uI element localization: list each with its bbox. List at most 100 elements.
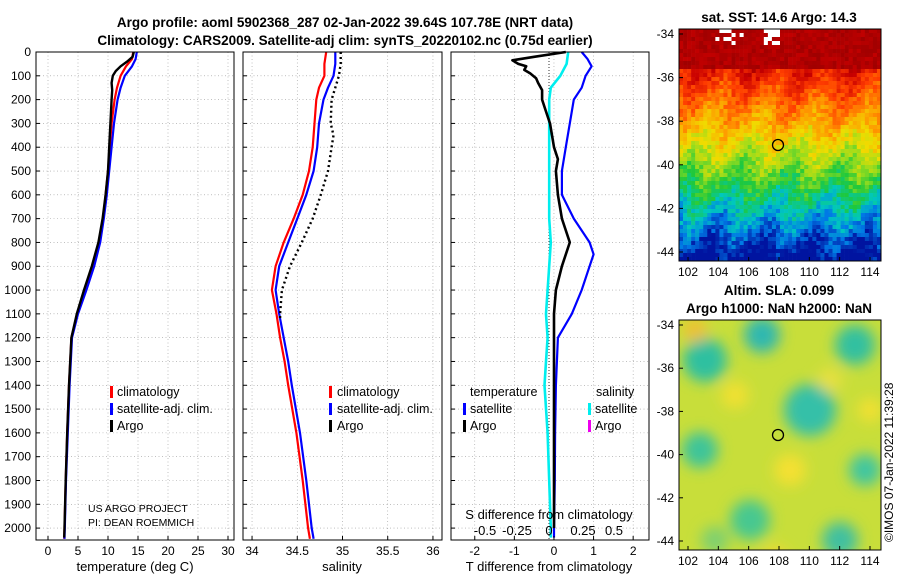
sst-cell (836, 69, 841, 74)
sst-cell (695, 177, 700, 182)
sst-cell (739, 101, 744, 106)
sst-cell (735, 93, 740, 98)
sst-cell (848, 145, 854, 150)
sst-cell (715, 181, 720, 186)
sst-cell (852, 85, 858, 90)
sst-cell (767, 113, 773, 118)
sst-cell (699, 229, 704, 234)
sst-cell (852, 161, 858, 166)
sst-cell (767, 249, 773, 254)
sst-cell (852, 133, 858, 138)
sst-cell (784, 229, 789, 234)
sst-cell (763, 221, 769, 226)
sst-cell (711, 37, 716, 42)
sst-cell (800, 225, 805, 230)
sst-cell (836, 109, 841, 114)
sst-cell (699, 233, 704, 238)
sst-cell (860, 49, 866, 54)
sst-cell (852, 37, 858, 42)
sst-cell (780, 33, 785, 38)
sst-cell (687, 201, 692, 206)
sst-cell (872, 125, 878, 130)
sst-cell (868, 177, 874, 182)
sst-cell (763, 197, 769, 202)
sst-cell (864, 121, 870, 126)
sst-cell (856, 245, 862, 250)
sst-cell (828, 89, 833, 94)
sst-cell (860, 221, 866, 226)
sst-cell (751, 89, 757, 94)
figure-title-line2: Climatology: CARS2009. Satellite-adj cli… (97, 33, 592, 48)
sst-cell (804, 229, 809, 234)
sst-cell (719, 169, 724, 174)
sst-cell (808, 29, 813, 34)
sst-cell (864, 85, 870, 90)
sst-cell (780, 53, 785, 58)
sst-cell (687, 149, 692, 154)
sst-cell (679, 253, 684, 258)
sst-cell (763, 245, 769, 250)
sst-cell (755, 185, 761, 190)
sst-cell (703, 45, 708, 50)
sst-cell (715, 149, 720, 154)
sst-cell (852, 257, 858, 262)
sst-cell (727, 41, 732, 46)
sst-cell (828, 165, 833, 170)
sst-cell (820, 209, 825, 214)
sst-cell (743, 41, 748, 46)
sst-cell (739, 173, 744, 178)
sst-cell (840, 201, 845, 206)
sst-cell (840, 105, 845, 110)
sst-cell (832, 145, 837, 150)
sst-cell (792, 141, 797, 146)
sst-cell (767, 217, 773, 222)
sst-cell (820, 133, 825, 138)
sst-cell (800, 113, 805, 118)
sst-cell (699, 181, 704, 186)
sst-cell (703, 249, 708, 254)
sst-cell (683, 105, 688, 110)
sst-cell (860, 65, 866, 70)
sst-cell (683, 197, 688, 202)
sst-cell (695, 249, 700, 254)
sst-cell (679, 145, 684, 150)
sst-cell (687, 69, 692, 74)
sst-cell (755, 109, 761, 114)
sst-cell (739, 185, 744, 190)
sst-cell (796, 241, 801, 246)
sst-cell (832, 45, 837, 50)
sst-cell (864, 181, 870, 186)
sst-cell (759, 77, 765, 82)
sst-cell (828, 185, 833, 190)
sst-cell (747, 29, 753, 34)
sst-cell (763, 117, 769, 122)
sst-cell (763, 229, 769, 234)
sst-cell (824, 37, 829, 42)
sst-cell (743, 69, 748, 74)
sst-cell (687, 49, 692, 54)
sst-cell (731, 89, 736, 94)
sst-cell (743, 181, 748, 186)
sst-cell (695, 29, 700, 34)
sst-cell (739, 141, 744, 146)
sst-cell (876, 257, 882, 262)
sst-cell (864, 73, 870, 78)
sst-cell (816, 113, 821, 118)
sst-cell (872, 157, 878, 162)
sst-cell (699, 257, 704, 262)
sst-cell (844, 173, 849, 178)
sst-cell (715, 229, 720, 234)
sst-cell (844, 177, 849, 182)
sst-cell (687, 197, 692, 202)
sst-cell (808, 45, 813, 50)
sst-cell (860, 209, 866, 214)
sst-cell (751, 245, 757, 250)
sst-cell (808, 129, 813, 134)
depth-tick-label: 900 (11, 259, 31, 273)
sst-cell (804, 161, 809, 166)
sst-cell (699, 85, 704, 90)
sst-cell (699, 189, 704, 194)
sst-cell (759, 145, 765, 150)
sst-cell (715, 73, 720, 78)
sst-cell (784, 141, 789, 146)
